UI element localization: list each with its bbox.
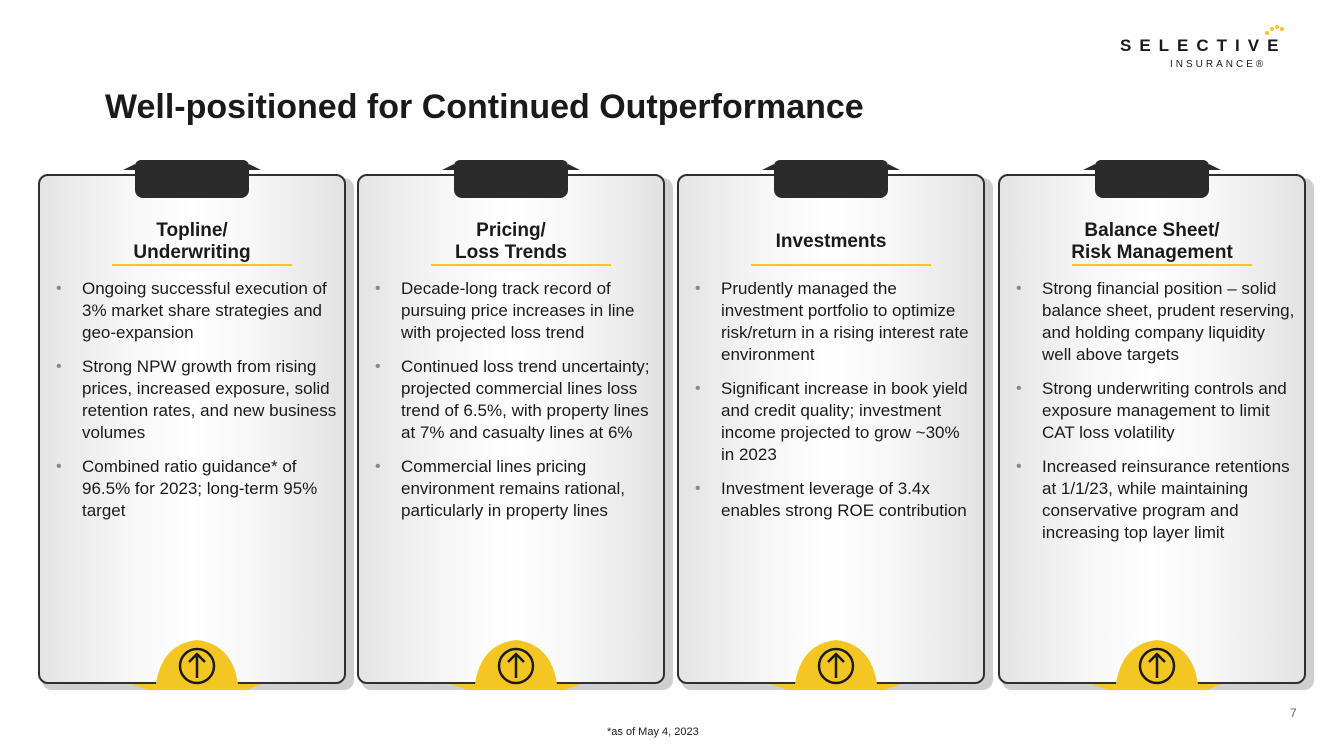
arrow-up-circle-icon — [451, 636, 581, 690]
footnote: *as of May 4, 2023 — [607, 726, 699, 738]
bullet-item: Significant increase in book yield and c… — [695, 378, 977, 466]
page-number: 7 — [1290, 706, 1297, 720]
card-clip-tab — [123, 160, 261, 198]
bullet-item: Prudently managed the investment portfol… — [695, 278, 977, 366]
arrow-up-circle-icon — [771, 636, 901, 690]
card-title: Balance Sheet/ Risk Management — [1071, 220, 1233, 263]
selective-logo: SELECTIVE INSURANCE® — [1120, 25, 1300, 80]
bullet-list: Prudently managed the investment portfol… — [695, 278, 977, 534]
arrow-up-circle-icon — [1092, 636, 1222, 690]
bullet-item: Commercial lines pricing environment rem… — [375, 456, 657, 522]
card-investments: Investments Prudently managed the invest… — [677, 160, 995, 690]
title-divider — [751, 264, 931, 266]
card-title: Pricing/ Loss Trends — [455, 220, 567, 263]
bullet-list: Ongoing successful execution of 3% marke… — [56, 278, 338, 534]
title-divider — [1072, 264, 1252, 266]
bullet-item: Strong underwriting controls and exposur… — [1016, 378, 1298, 444]
arrow-up-circle-icon — [132, 636, 262, 690]
title-divider — [112, 264, 292, 266]
card-clip-tab — [442, 160, 580, 198]
bullet-item: Decade-long track record of pursuing pri… — [375, 278, 657, 344]
bullet-list: Strong financial position – solid balanc… — [1016, 278, 1298, 556]
logo-dots-icon — [1265, 25, 1284, 35]
bullet-item: Increased reinsurance retentions at 1/1/… — [1016, 456, 1298, 544]
bullet-item: Combined ratio guidance* of 96.5% for 20… — [56, 456, 338, 522]
bullet-item: Investment leverage of 3.4x enables stro… — [695, 478, 977, 522]
bullet-item: Strong financial position – solid balanc… — [1016, 278, 1298, 366]
card-clip-tab — [1083, 160, 1221, 198]
bullet-item: Continued loss trend uncertainty; projec… — [375, 356, 657, 444]
title-divider — [431, 264, 611, 266]
bullet-item: Ongoing successful execution of 3% marke… — [56, 278, 338, 344]
card-title: Investments — [775, 231, 887, 252]
bullet-list: Decade-long track record of pursuing pri… — [375, 278, 657, 534]
page-title: Well-positioned for Continued Outperform… — [105, 88, 864, 126]
card-title: Topline/ Underwriting — [133, 220, 251, 263]
card-pricing-loss-trends: Pricing/ Loss Trends Decade-long track r… — [357, 160, 675, 690]
logo-wordmark: SELECTIVE — [1120, 36, 1287, 55]
logo-tagline: INSURANCE® — [1170, 59, 1267, 70]
card-topline-underwriting: Topline/ Underwriting Ongoing successful… — [38, 160, 356, 690]
card-balance-sheet-risk-management: Balance Sheet/ Risk Management Strong fi… — [998, 160, 1316, 690]
bullet-item: Strong NPW growth from rising prices, in… — [56, 356, 338, 444]
card-clip-tab — [762, 160, 900, 198]
